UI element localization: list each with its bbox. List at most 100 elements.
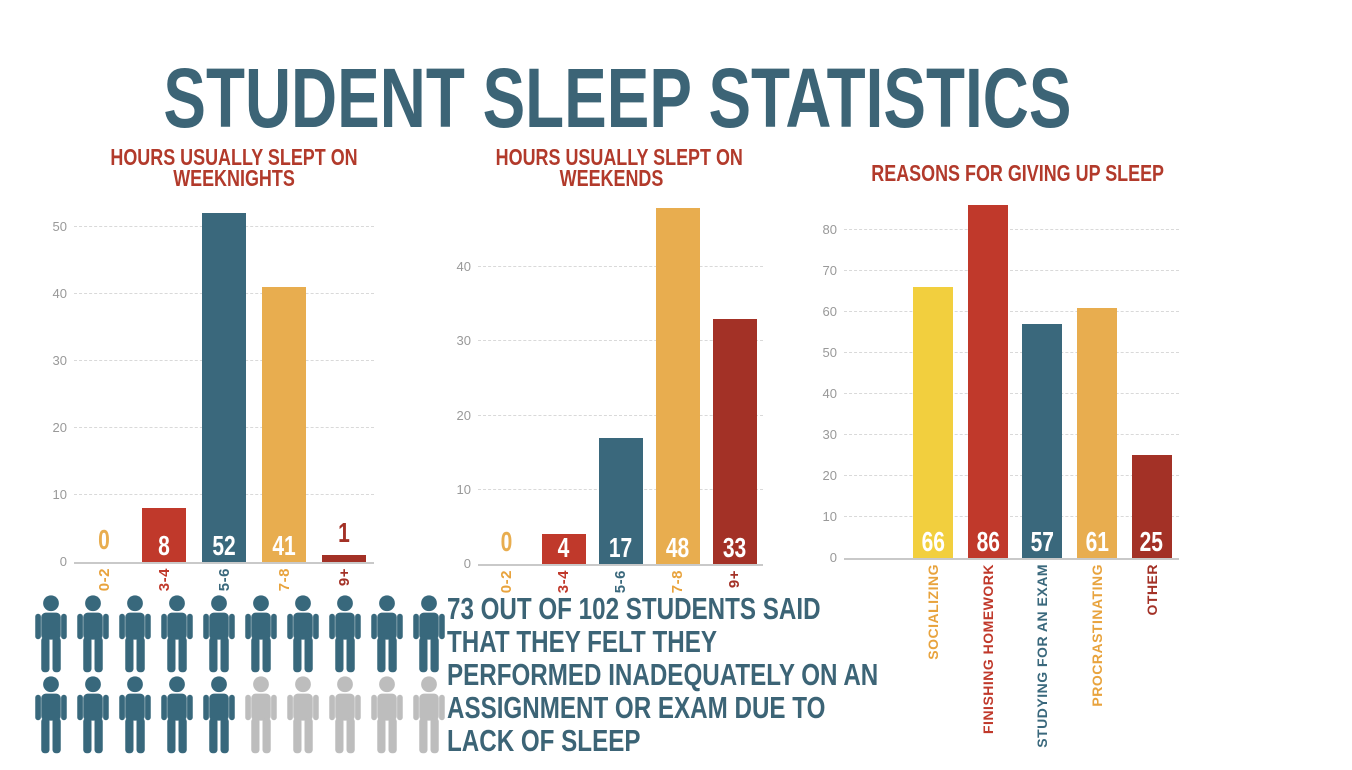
bar-finishing-homework xyxy=(967,205,1008,558)
person-muted xyxy=(408,675,450,755)
y-axis-labels: 0 10 20 30 40 xyxy=(450,196,478,571)
y-tick-label: 50 xyxy=(52,218,67,234)
y-tick-label: 20 xyxy=(822,467,837,483)
chart-reasons: 0 10 20 30 40 50 60 70 80 66 86 57 61 25 SOCIALIZING FI… xyxy=(798,196,1179,748)
bar-value-label: 1 xyxy=(338,517,350,549)
person-icon xyxy=(161,676,193,754)
bar-value-label: 57 xyxy=(1030,526,1055,557)
y-tick-label: 0 xyxy=(829,550,837,565)
gridline xyxy=(844,515,1179,517)
bar-value-label: 0 xyxy=(98,524,110,555)
bar-slot: 25 xyxy=(1124,196,1179,558)
person-icon xyxy=(329,676,361,754)
person-highlighted xyxy=(156,675,198,755)
gridline xyxy=(478,414,763,416)
person-highlighted xyxy=(114,675,156,755)
category-label: 0-2 xyxy=(498,570,515,594)
stat-text-line4: ASSIGNMENT OR EXAM DUE TO xyxy=(447,690,826,725)
person-muted xyxy=(324,675,366,755)
bar-slot: 8 xyxy=(134,196,194,562)
chart-weekends: 0 10 20 30 40 0 4 17 48 33 0-2 3-4 5-6 7-8 9+ xyxy=(450,196,763,606)
stat-text-line5: LACK OF SLEEP xyxy=(447,723,641,758)
category-label: 7-8 xyxy=(275,568,293,592)
person-icon xyxy=(245,595,277,673)
y-tick-label: 10 xyxy=(456,481,471,497)
bar-5-6 xyxy=(598,437,643,564)
person-icon xyxy=(371,676,403,754)
bar-9+ xyxy=(712,319,757,564)
category-label: FINISHING HOMEWORK xyxy=(979,564,996,734)
category-label: 0-2 xyxy=(95,568,113,592)
main-title-text: STUDENT SLEEP STATISTICS xyxy=(162,51,1072,145)
bars-row: 0 4 17 48 33 xyxy=(478,196,763,564)
bar-value-label: 17 xyxy=(608,532,633,563)
person-icon xyxy=(203,595,235,673)
gridline xyxy=(844,392,1179,394)
bar-9+ xyxy=(322,555,366,562)
person-muted xyxy=(282,675,324,755)
person-icon xyxy=(77,676,109,754)
chart-weekends-title: HOURS USUALLY SLEPT ON WEEKENDS xyxy=(463,144,760,190)
gridline xyxy=(478,266,763,268)
plot-column: 0 8 52 41 1 0-2 3-4 5-6 7-8 9+ xyxy=(74,196,374,604)
person-icon xyxy=(287,676,319,754)
stat-text-line2: THAT THEY FELT THEY xyxy=(447,624,718,659)
bar-value-label: 61 xyxy=(1085,526,1109,557)
person-highlighted xyxy=(240,594,282,674)
person-icon xyxy=(119,595,151,673)
pictogram-row xyxy=(30,594,454,675)
bar-slot: 0 xyxy=(74,196,134,562)
bar-7-8 xyxy=(262,287,306,562)
chart-weeknights-title-line1: HOURS USUALLY SLEPT ON xyxy=(110,144,358,170)
bar-value-label: 41 xyxy=(272,530,296,561)
category-label: 9+ xyxy=(335,568,353,587)
y-tick-label: 0 xyxy=(463,556,471,571)
category-label: 7-8 xyxy=(669,570,686,594)
bar-value-label: 33 xyxy=(722,532,747,563)
bar-value-label: 8 xyxy=(158,530,170,561)
bar-slot: 33 xyxy=(706,196,763,564)
category-label: STUDYING FOR AN EXAM xyxy=(1034,564,1051,748)
person-highlighted xyxy=(156,594,198,674)
bar-studying-for-an-exam xyxy=(1022,324,1063,558)
y-tick-label: 70 xyxy=(822,262,837,278)
person-icon xyxy=(287,595,319,673)
bar-slot: 86 xyxy=(961,196,1016,558)
y-tick-label: 60 xyxy=(822,303,837,319)
person-highlighted xyxy=(324,594,366,674)
pictogram-row xyxy=(30,675,454,756)
chart-weeknights: 0 10 20 30 40 50 0 8 52 41 1 0-2 3-4 5-6 7-8 9+ xyxy=(40,196,374,604)
person-highlighted xyxy=(72,594,114,674)
category-label: 5-6 xyxy=(612,570,629,594)
bar-3-4 xyxy=(142,508,186,562)
chart-weekends-title-line1: HOURS USUALLY SLEPT ON xyxy=(495,144,743,170)
bar-value-label: 0 xyxy=(500,526,513,557)
x-label-slot: OTHER xyxy=(1124,560,1179,730)
y-tick-label: 20 xyxy=(456,407,471,423)
bar-value-label: 66 xyxy=(921,526,945,557)
main-title: STUDENT SLEEP STATISTICS xyxy=(0,56,1234,140)
category-label: 3-4 xyxy=(555,570,572,594)
person-icon xyxy=(413,676,445,754)
person-icon xyxy=(413,595,445,673)
person-icon xyxy=(119,676,151,754)
bar-slot: 17 xyxy=(592,196,649,564)
stat-text-line3: PERFORMED INADEQUATELY ON AN xyxy=(447,657,879,692)
person-icon xyxy=(35,595,67,673)
y-tick-label: 20 xyxy=(52,419,67,435)
bar-3-4 xyxy=(541,534,586,564)
person-icon xyxy=(203,676,235,754)
person-icon xyxy=(245,676,277,754)
bar-procrastinating xyxy=(1077,307,1118,558)
person-highlighted xyxy=(114,594,156,674)
y-tick-label: 10 xyxy=(52,486,67,502)
x-label-slot: FINISHING HOMEWORK xyxy=(961,560,1016,734)
person-highlighted xyxy=(198,594,240,674)
y-tick-label: 50 xyxy=(822,344,837,360)
y-tick-label: 30 xyxy=(456,333,471,349)
person-muted xyxy=(366,675,408,755)
plot-area: 66 86 57 61 25 xyxy=(844,196,1179,560)
person-highlighted xyxy=(198,675,240,755)
gridline xyxy=(844,433,1179,435)
